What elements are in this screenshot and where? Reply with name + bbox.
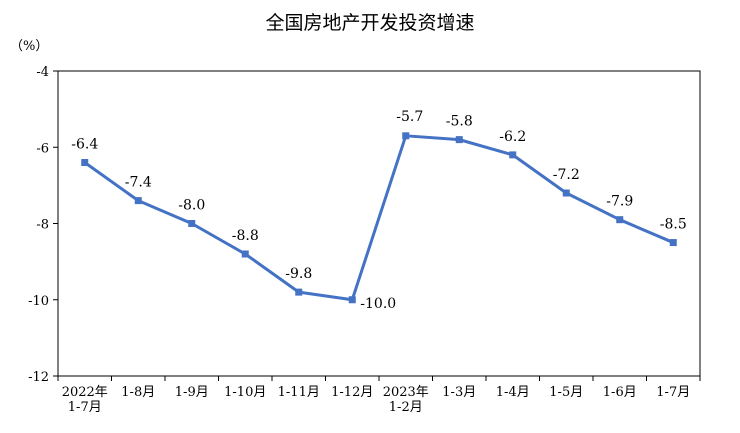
- series-line: [83, 134, 674, 302]
- x-tick-label: 1-12月: [331, 385, 373, 400]
- data-point: [188, 220, 196, 227]
- y-tick-label: -8: [36, 218, 49, 233]
- data-point: [669, 239, 677, 247]
- plot-frame: [57, 70, 701, 377]
- data-point: [348, 296, 356, 304]
- data-label: -5.8: [446, 114, 473, 130]
- data-point: [295, 288, 303, 296]
- x-tick-label: 1-9月: [175, 385, 209, 400]
- data-point: [562, 189, 570, 197]
- data-label: -7.4: [125, 175, 152, 191]
- data-label: -7.2: [553, 167, 580, 183]
- data-point: [134, 197, 142, 205]
- data-label: -7.9: [606, 194, 633, 210]
- data-label: -9.8: [285, 266, 312, 282]
- y-axis-unit-label: （%）: [10, 39, 49, 54]
- data-label: -8.5: [660, 217, 687, 233]
- data-label: -10.0: [360, 296, 396, 312]
- x-tick-label: 1-8月: [121, 385, 155, 400]
- data-point: [241, 250, 249, 258]
- y-tick-label: -10: [28, 294, 49, 309]
- data-point: [81, 159, 89, 166]
- x-tick-label: 1-5月: [549, 385, 583, 400]
- data-point: [616, 216, 624, 224]
- x-tick-label: 1-11月: [278, 385, 320, 400]
- data-label: -6.2: [499, 129, 526, 145]
- x-tick-label: 1-3月: [442, 385, 476, 400]
- y-tick-label: -4: [36, 65, 49, 80]
- data-label: -8.8: [232, 228, 259, 244]
- chart-title: 全国房地产开发投资增速: [265, 12, 475, 34]
- x-tick-label: 2022年 1-7月: [62, 385, 108, 415]
- data-point: [455, 136, 463, 144]
- x-tick-label: 1-10月: [224, 385, 266, 400]
- data-point: [402, 132, 410, 140]
- data-label: -8.0: [178, 198, 205, 214]
- y-tick-label: -6: [36, 141, 49, 156]
- data-point: [509, 151, 517, 159]
- x-tick-label: 1-4月: [496, 385, 530, 400]
- x-tick-label: 2023年 1-2月: [383, 385, 429, 415]
- data-label: -6.4: [71, 137, 98, 153]
- y-tick-label: -12: [28, 370, 49, 385]
- data-label: -5.7: [396, 109, 423, 125]
- x-tick-label: 1-7月: [656, 385, 690, 400]
- x-tick-label: 1-6月: [603, 385, 637, 400]
